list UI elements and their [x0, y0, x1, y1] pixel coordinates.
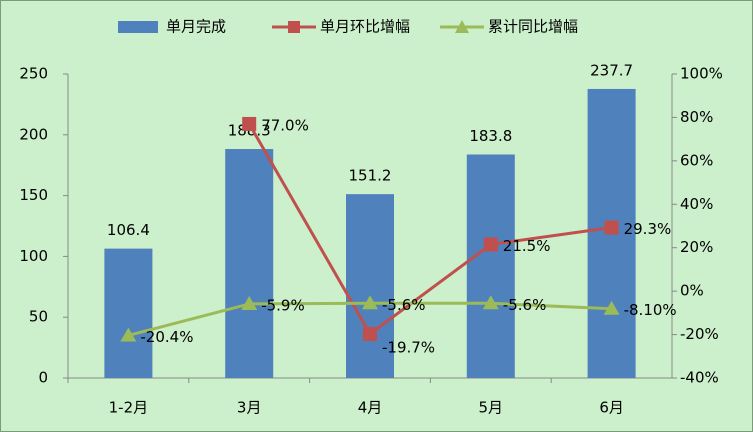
line-marker [604, 220, 619, 235]
legend-marker [288, 21, 300, 33]
bar-value-label: 106.4 [107, 221, 150, 239]
y2-tick-label: 60% [680, 151, 713, 169]
x-tick-label: 4月 [358, 399, 383, 417]
y2-tick-label: -20% [680, 325, 719, 343]
line [247, 123, 612, 337]
bar-value-label: 237.7 [590, 61, 633, 79]
bar [466, 154, 515, 378]
bar [346, 194, 394, 378]
y-tick-label: 50 [29, 308, 48, 326]
line-value-label: -19.7% [382, 338, 435, 356]
y2-tick-label: 0% [680, 282, 704, 300]
bar-value-label: 183.8 [469, 127, 512, 145]
y2-tick-label: -40% [680, 369, 719, 387]
x-tick-label: 3月 [237, 399, 262, 417]
y2-tick-label: 40% [680, 195, 713, 213]
y-tick-label: 250 [19, 65, 48, 83]
bar [104, 248, 153, 378]
line-value-label: -5.9% [261, 296, 305, 314]
line-marker [363, 326, 377, 341]
line-marker [483, 237, 498, 252]
bar-value-label: 151.2 [349, 167, 392, 185]
line-marker [603, 300, 620, 315]
y2-tick-label: 100% [680, 65, 723, 83]
line-marker [120, 327, 137, 342]
x-tick-label: 1-2月 [109, 399, 149, 417]
line-value-label: -5.6% [503, 296, 547, 314]
bar [225, 149, 274, 378]
line-marker [482, 295, 499, 310]
line-value-label: 77.0% [261, 116, 309, 134]
y-tick-label: 0 [38, 369, 48, 387]
legend-label: 单月环比增幅 [320, 18, 410, 36]
line-value-label: 29.3% [624, 220, 672, 238]
legend-label: 单月完成 [166, 18, 226, 36]
y-tick-label: 150 [19, 186, 48, 204]
y2-tick-label: 80% [680, 108, 713, 126]
legend-swatch [118, 21, 158, 33]
x-tick-label: 5月 [479, 399, 504, 417]
line-value-label: -20.4% [140, 328, 193, 346]
line-marker [362, 295, 378, 310]
line-value-label: -8.10% [624, 301, 677, 319]
line-marker [241, 295, 258, 310]
y-tick-label: 200 [19, 125, 48, 143]
line-marker [242, 116, 257, 131]
legend-marker [455, 20, 469, 33]
legend-label: 累计同比增幅 [488, 18, 578, 36]
line-value-label: -5.6% [382, 296, 426, 314]
y-tick-label: 100 [19, 247, 48, 265]
line-value-label: 21.5% [503, 237, 551, 255]
x-tick-label: 6月 [599, 399, 624, 417]
y2-tick-label: 20% [680, 238, 713, 256]
